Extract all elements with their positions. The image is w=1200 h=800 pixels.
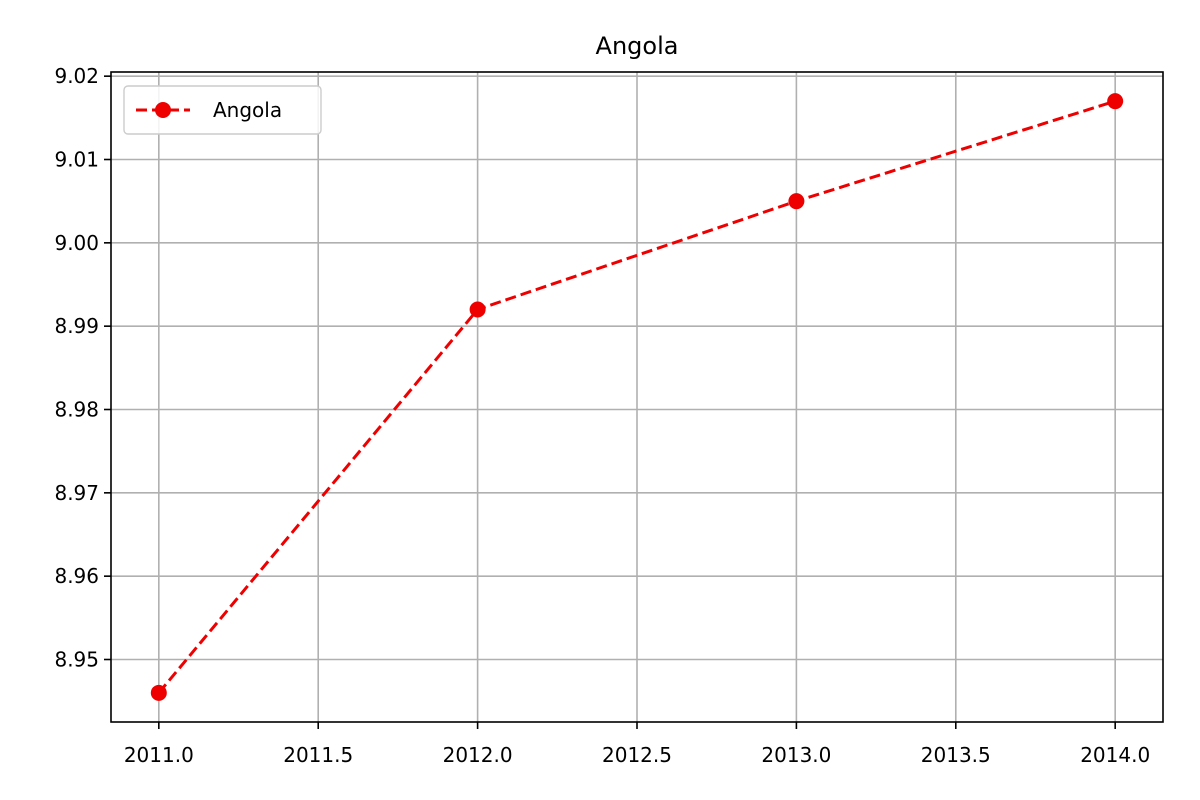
legend-marker — [155, 102, 171, 118]
y-tick-label: 8.99 — [54, 314, 99, 338]
y-tick-label: 8.95 — [54, 648, 99, 672]
data-point — [469, 301, 486, 318]
x-tick-label: 2011.0 — [124, 743, 194, 767]
x-axis: 2011.0 2011.5 2012.0 2012.5 2013.0 2013.5 2014… — [124, 722, 1150, 767]
data-point — [788, 193, 805, 210]
x-tick-label: 2012.0 — [443, 743, 513, 767]
x-tick-label: 2013.0 — [761, 743, 831, 767]
y-tick-label: 8.97 — [54, 481, 99, 505]
x-tick-label: 2014.0 — [1080, 743, 1150, 767]
legend-box — [123, 85, 322, 135]
data-point — [1107, 93, 1124, 110]
series-line — [157, 99, 1116, 694]
x-tick-label: 2013.5 — [921, 743, 991, 767]
y-axis: 8.95 8.96 8.97 8.98 8.99 9.00 9.01 9.02 — [54, 64, 111, 672]
series-layer — [150, 93, 1124, 701]
data-point — [150, 684, 167, 701]
chart-title: Angola — [596, 32, 679, 60]
y-tick-label: 9.00 — [54, 231, 99, 255]
legend-label: Angola — [213, 98, 282, 122]
legend: Angola — [123, 85, 322, 135]
y-tick-label: 9.01 — [54, 148, 99, 172]
y-tick-label: 9.02 — [54, 64, 99, 88]
grid-lines — [111, 72, 1163, 722]
y-tick-label: 8.98 — [54, 398, 99, 422]
y-tick-label: 8.96 — [54, 564, 99, 588]
x-tick-label: 2012.5 — [602, 743, 672, 767]
x-tick-label: 2011.5 — [283, 743, 353, 767]
